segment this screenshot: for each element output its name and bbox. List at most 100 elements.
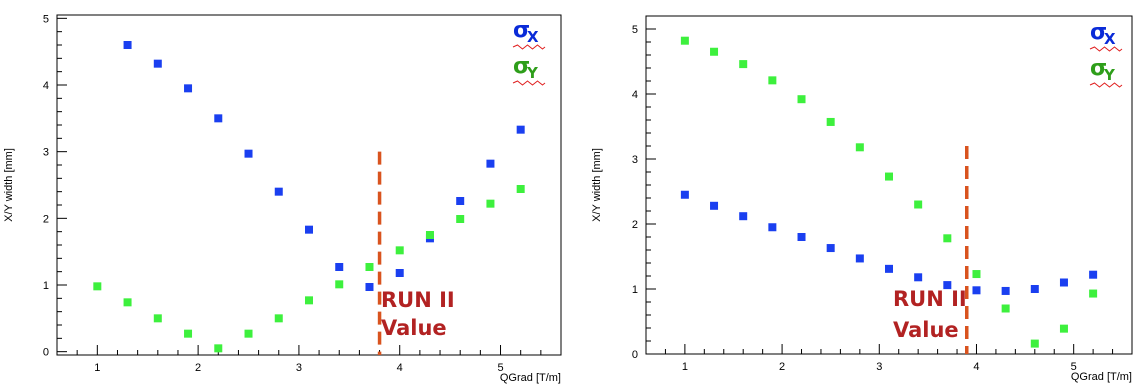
legend-symbol: σ — [1090, 20, 1107, 45]
legend-sigma-x: σX — [512, 18, 546, 50]
sigma-x-point — [826, 244, 835, 253]
sigma-y-point — [1059, 324, 1068, 333]
sigma-y-point — [885, 172, 893, 181]
x-tick-label: 4 — [973, 361, 979, 373]
sigma-x-point — [274, 187, 283, 196]
plot-frame — [645, 15, 1133, 355]
x-tick-label: 3 — [296, 362, 302, 374]
y-tick-label: 4 — [43, 80, 49, 92]
y-tick-label: 1 — [43, 280, 49, 292]
y-tick-label: 4 — [632, 89, 638, 101]
x-axis-title: QGrad [T/m] — [1071, 371, 1132, 383]
legend-sigma-y: σY — [512, 54, 546, 86]
sigma-y-point — [184, 329, 193, 338]
annotation-line1: RUN II — [893, 287, 967, 311]
sigma-x-point — [1001, 286, 1010, 295]
legend-symbol: σ — [513, 18, 530, 43]
sigma-y-point — [305, 296, 313, 305]
annotation-line2: Value — [893, 318, 959, 342]
y-tick-label: 2 — [43, 213, 49, 225]
sigma-x-point — [680, 190, 689, 199]
x-tick-label: 3 — [876, 361, 882, 373]
sigma-y-point — [710, 47, 719, 56]
sigma-y-point — [425, 231, 434, 239]
sigma-y-point — [153, 314, 162, 323]
sigma-y-point — [914, 200, 923, 209]
sigma-y-point — [1001, 304, 1010, 313]
sigma-x-point — [1030, 285, 1039, 293]
left-chart-panel: 1 2 3 4 5 0 1 2 3 4 5 QGrad [T/m] X/Y width [mm] RUN … — [3, 13, 562, 384]
sigma-y-point — [395, 246, 404, 255]
legend-wavy-underline — [512, 80, 546, 86]
sigma-x-point — [1059, 278, 1068, 287]
legend-subscript: X — [1104, 30, 1116, 48]
sigma-y-point — [365, 263, 374, 271]
sigma-x-point — [335, 263, 344, 271]
sigma-x-point — [123, 41, 132, 49]
sigma-y-point — [516, 185, 525, 193]
sigma-y-point — [456, 215, 465, 223]
sigma-y-point — [335, 280, 344, 289]
sigma-y-point — [972, 270, 981, 279]
sigma-x-point — [1089, 270, 1098, 279]
sigma-y-point — [274, 314, 283, 323]
sigma-x-point — [855, 254, 864, 263]
right-chart-panel: 1 2 3 4 5 0 1 2 3 4 5 QGrad [T/m] X/Y width [mm] RUN … — [580, 0, 1134, 385]
sigma-x-point — [153, 59, 162, 68]
x-axis-title: QGrad [T/m] — [500, 372, 561, 384]
sigma-y-point — [244, 329, 253, 338]
sigma-x-point — [943, 281, 952, 290]
legend-symbol: σ — [1090, 56, 1107, 81]
x-tick-label: 2 — [779, 361, 785, 373]
sigma-x-point — [486, 159, 495, 168]
x-tick-label: 1 — [94, 362, 100, 374]
sigma-x-point — [914, 273, 923, 282]
sigma-x-point — [768, 223, 777, 232]
sigma-x-point — [739, 212, 748, 221]
x-tick-label: 5 — [1071, 361, 1077, 373]
sigma-y-point — [797, 95, 806, 104]
y-tick-label: 3 — [43, 147, 49, 159]
sigma-y-point — [855, 143, 864, 152]
sigma-x-point — [305, 225, 313, 234]
sigma-y-point — [93, 282, 102, 291]
y-tick-label: 5 — [43, 13, 49, 25]
sigma-x-point — [184, 84, 193, 93]
x-tick-label: 5 — [497, 362, 503, 374]
legend-wavy-underline — [512, 44, 546, 50]
plot-frame — [56, 14, 562, 356]
legend-subscript: Y — [526, 64, 539, 82]
x-tick-label: 4 — [397, 362, 403, 374]
sigma-x-point — [972, 286, 981, 295]
sigma-x-point — [395, 269, 404, 277]
x-tick-label: 2 — [195, 362, 201, 374]
annotation-line1: RUN II — [381, 288, 455, 312]
sigma-x-point — [244, 149, 253, 158]
sigma-x-point — [885, 264, 893, 273]
sigma-y-point — [680, 36, 689, 45]
y-tick-label: 5 — [632, 24, 638, 36]
sigma-y-point — [1030, 339, 1039, 348]
sigma-x-point — [797, 233, 806, 241]
y-axis-title: X/Y width [mm] — [3, 148, 15, 222]
sigma-x-point — [516, 125, 525, 134]
x-tick-label: 1 — [682, 361, 688, 373]
sigma-y-point — [1089, 289, 1098, 298]
legend-wavy-underline — [1089, 82, 1123, 88]
sigma-y-point — [826, 117, 835, 126]
legend-sigma-x: σX — [1089, 20, 1123, 52]
sigma-x-point — [214, 114, 223, 123]
sigma-y-point — [739, 60, 748, 69]
y-tick-label: 3 — [632, 154, 638, 166]
y-axis-title: X/Y width [mm] — [591, 148, 603, 222]
y-tick-label: 0 — [632, 349, 638, 361]
sigma-y-point — [768, 76, 777, 85]
legend-wavy-underline — [1089, 46, 1123, 52]
legend-subscript: X — [527, 28, 539, 46]
sigma-y-point — [943, 234, 952, 243]
legend-subscript: Y — [1103, 66, 1116, 84]
sigma-x-point — [456, 197, 465, 205]
y-tick-label: 2 — [632, 219, 638, 231]
